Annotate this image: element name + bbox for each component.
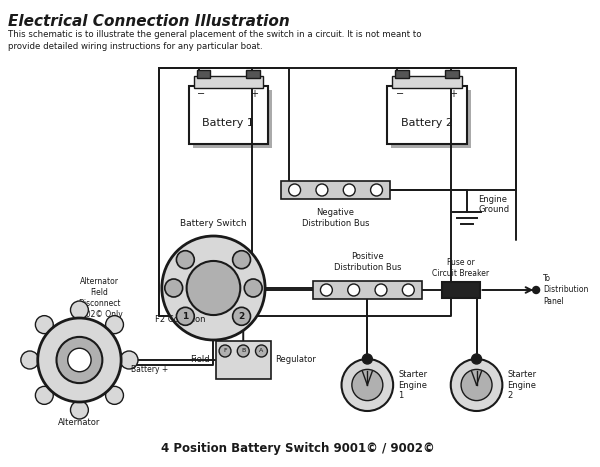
- Bar: [188, 86, 268, 144]
- Text: F2 Common: F2 Common: [155, 316, 206, 325]
- Bar: [391, 90, 470, 148]
- Bar: [442, 282, 479, 298]
- Text: 4 Position Battery Switch 9001© / 9002©: 4 Position Battery Switch 9001© / 9002©: [161, 442, 435, 455]
- Circle shape: [120, 351, 138, 369]
- Bar: [194, 76, 263, 88]
- Circle shape: [165, 279, 182, 297]
- Text: Battery +: Battery +: [131, 366, 169, 375]
- Bar: [387, 86, 467, 144]
- Circle shape: [70, 401, 88, 419]
- Circle shape: [473, 355, 481, 363]
- Circle shape: [461, 369, 492, 401]
- Circle shape: [316, 184, 328, 196]
- Circle shape: [364, 355, 371, 363]
- Text: B: B: [241, 348, 245, 354]
- Text: Battery Switch: Battery Switch: [180, 219, 247, 228]
- Bar: [197, 70, 211, 78]
- Text: Alternator: Alternator: [58, 418, 101, 427]
- Text: Regulator: Regulator: [275, 355, 316, 365]
- Circle shape: [162, 236, 265, 340]
- Text: A: A: [259, 348, 263, 354]
- Text: Battery 2: Battery 2: [401, 118, 453, 128]
- Text: Negative
Distribution Bus: Negative Distribution Bus: [302, 208, 370, 228]
- Circle shape: [341, 359, 393, 411]
- Circle shape: [68, 348, 91, 372]
- Circle shape: [362, 354, 373, 364]
- Circle shape: [70, 301, 88, 319]
- Circle shape: [375, 284, 387, 296]
- Circle shape: [35, 316, 53, 333]
- Text: 1: 1: [182, 312, 188, 321]
- Circle shape: [187, 261, 241, 315]
- Circle shape: [451, 359, 502, 411]
- Text: Starter
Engine
2: Starter Engine 2: [508, 370, 536, 400]
- Circle shape: [233, 251, 251, 269]
- Text: Positive
Distribution Bus: Positive Distribution Bus: [334, 252, 401, 272]
- Circle shape: [106, 386, 124, 404]
- Circle shape: [343, 184, 355, 196]
- Circle shape: [472, 354, 482, 364]
- Bar: [281, 181, 390, 199]
- Circle shape: [348, 284, 359, 296]
- Text: F1: F1: [196, 302, 206, 311]
- Text: 2: 2: [238, 312, 245, 321]
- Text: +: +: [449, 89, 457, 99]
- Circle shape: [237, 345, 249, 357]
- Circle shape: [244, 279, 262, 297]
- Text: F: F: [223, 348, 227, 354]
- Bar: [193, 90, 272, 148]
- Circle shape: [56, 337, 103, 383]
- Text: Starter
Engine
1: Starter Engine 1: [398, 370, 427, 400]
- Text: Field: Field: [190, 355, 209, 365]
- Circle shape: [289, 184, 301, 196]
- Circle shape: [35, 386, 53, 404]
- Circle shape: [371, 184, 382, 196]
- Circle shape: [176, 251, 194, 269]
- Bar: [392, 76, 461, 88]
- Text: +: +: [250, 89, 258, 99]
- Bar: [313, 281, 422, 299]
- Circle shape: [233, 307, 251, 325]
- Circle shape: [352, 369, 383, 401]
- Bar: [216, 341, 271, 379]
- Bar: [445, 70, 458, 78]
- Circle shape: [403, 284, 414, 296]
- Circle shape: [533, 286, 539, 293]
- Text: Electrical Connection Illustration: Electrical Connection Illustration: [8, 14, 290, 29]
- Bar: [246, 70, 260, 78]
- Text: −: −: [197, 89, 206, 99]
- Text: Battery 1: Battery 1: [202, 118, 254, 128]
- Circle shape: [38, 318, 121, 402]
- Circle shape: [176, 307, 194, 325]
- Circle shape: [21, 351, 39, 369]
- Circle shape: [320, 284, 332, 296]
- Circle shape: [219, 345, 231, 357]
- Text: To
Distribution
Panel: To Distribution Panel: [543, 275, 589, 305]
- Text: Engine
Ground: Engine Ground: [479, 195, 509, 214]
- Circle shape: [106, 316, 124, 333]
- Circle shape: [256, 345, 268, 357]
- Text: Fuse or
Circuit Breaker: Fuse or Circuit Breaker: [432, 258, 489, 278]
- Bar: [395, 70, 409, 78]
- Text: This schematic is to illustrate the general placement of the switch in a circuit: This schematic is to illustrate the gene…: [8, 30, 421, 51]
- Text: Alternator
Field
Disconnect
9002© Only: Alternator Field Disconnect 9002© Only: [76, 277, 122, 319]
- Text: −: −: [396, 89, 404, 99]
